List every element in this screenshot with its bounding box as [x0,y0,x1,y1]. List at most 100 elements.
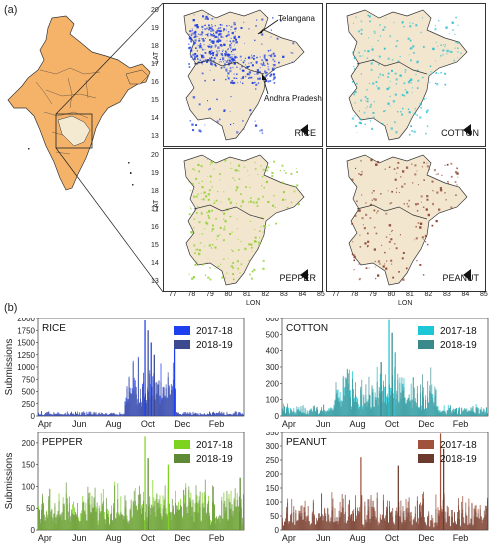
bar [473,411,475,416]
lon-tick: 81 [243,291,251,298]
bar [73,413,74,416]
bar [383,402,385,416]
bar [440,412,442,416]
bar [468,410,470,416]
x-tick-label: Oct [385,419,400,429]
ap-telangana-region [57,115,91,147]
bar [476,517,478,530]
bar [61,414,63,416]
bar [86,413,88,416]
bar [311,411,313,416]
bar [451,409,453,416]
bar [41,411,42,416]
bar [291,409,293,416]
bar [333,407,335,416]
bar [285,518,286,530]
bar [176,505,177,530]
bar [403,511,405,530]
bar [98,508,100,530]
lon-tick: 77 [332,291,340,298]
bar [361,494,363,530]
bar [471,411,473,416]
x-tick-label: Dec [174,419,191,429]
bar [223,503,225,530]
bar [351,514,352,530]
bar [73,514,74,530]
bar [457,414,458,416]
bar [409,521,411,530]
bar [53,412,55,416]
bar [185,411,187,416]
bar [401,377,403,416]
bar [103,414,105,416]
bar [193,414,195,416]
bar [166,514,168,530]
y-tick-label: 150 [22,461,36,470]
bar [159,507,161,530]
peak-bar [239,477,241,530]
bar [452,408,454,416]
lon-tick: 78 [350,291,359,298]
bar [341,401,343,416]
bar [339,516,341,530]
north-marker [300,269,308,281]
bar [386,506,387,530]
bar [86,520,88,530]
bar [113,412,115,416]
bar [387,500,388,530]
bar [220,413,222,416]
bar [199,413,201,416]
bar [449,526,451,530]
bar [97,413,99,416]
x-tick-label: Feb [453,419,469,429]
bar [382,380,384,416]
bar [200,415,202,416]
bar [129,391,131,416]
bar [168,387,170,416]
bar [108,414,109,416]
bar [192,413,194,416]
bar [135,387,137,416]
bar [58,413,60,416]
bar [164,485,166,530]
bar [418,504,420,530]
bar [110,514,111,530]
bar [415,402,417,416]
bar [216,412,218,416]
bar [426,408,428,416]
bar [120,511,122,530]
bar [457,511,458,530]
bar [459,408,461,416]
bar [80,415,82,416]
andhra-annotation: Andhra Pradesh [264,94,322,103]
bar [406,399,408,416]
bar [376,492,378,530]
bar [399,383,401,416]
bar [131,518,133,530]
bar [428,511,430,530]
bar [132,362,134,416]
bar [361,379,363,416]
bar [380,519,382,530]
x-tick-label: Jun [316,419,331,429]
legend-swatch [418,340,434,349]
bar [107,513,108,530]
bar [462,509,464,530]
y-tick-label: 50 [270,512,279,521]
bar [233,500,235,530]
bar [420,384,421,416]
bar [214,413,216,416]
bar [484,505,486,530]
bar [176,412,177,416]
bar [155,516,157,530]
lat-tick: 17 [151,206,159,213]
bar [431,514,433,530]
bar [182,413,184,416]
bar [184,503,186,530]
bar [313,405,315,416]
bar [464,523,466,530]
bar [182,518,184,530]
bar [304,408,306,416]
bar [207,501,209,530]
bar [478,518,480,530]
